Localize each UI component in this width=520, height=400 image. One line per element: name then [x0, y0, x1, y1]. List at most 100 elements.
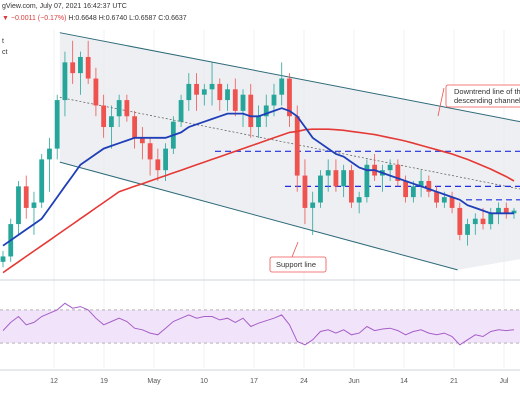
- candle-up: [47, 148, 52, 160]
- header-ohlc: H:0.6648 H:0.6740 L:0.6587 C:0.6637: [68, 15, 187, 22]
- candle-down: [217, 83, 223, 101]
- x-tick-label: 19: [100, 378, 108, 385]
- candle-up: [364, 164, 370, 198]
- x-tick-label: 21: [450, 378, 458, 385]
- candle-up: [240, 94, 246, 111]
- support-annotation-label: Support line: [276, 260, 316, 269]
- rsi-layer: [0, 302, 520, 346]
- downtrend-annotation-pointer: [437, 87, 445, 117]
- candle-down: [139, 137, 145, 144]
- candle-down: [302, 175, 308, 208]
- candle-down: [132, 116, 138, 138]
- candle-up: [271, 94, 277, 106]
- downtrend-annotation-line1: Downtrend line of the: [454, 87, 520, 96]
- candle-up: [387, 164, 393, 171]
- candle-up: [356, 197, 362, 203]
- sma20-line: [2, 107, 514, 247]
- candle-up: [39, 159, 45, 203]
- candle-up: [256, 116, 261, 128]
- candles-layer[interactable]: [0, 40, 517, 268]
- candle-up: [496, 207, 501, 214]
- x-tick-label: 24: [300, 378, 308, 385]
- candle-down: [101, 105, 107, 128]
- candle-up: [62, 62, 68, 101]
- x-tick-label: 14: [400, 378, 408, 385]
- header-fragment-a: t: [2, 38, 4, 45]
- candle-down: [349, 170, 354, 203]
- candle-down: [23, 186, 29, 208]
- candle-up: [186, 83, 192, 101]
- candle-up: [225, 89, 230, 101]
- candle-up: [54, 100, 60, 149]
- downtrend-annotation-line2: descending channel: [454, 96, 520, 105]
- rsi-band: [0, 309, 520, 344]
- candle-down: [403, 180, 409, 198]
- candle-up: [31, 202, 37, 208]
- candle-down: [287, 78, 292, 117]
- support-annotation: Support line: [269, 241, 327, 273]
- candle-down: [503, 207, 509, 214]
- candle-down: [426, 180, 432, 192]
- candle-down: [294, 116, 300, 176]
- candle-down: [70, 62, 76, 74]
- candle-up: [209, 83, 215, 90]
- x-axis: 12 19 May 10 17 24 Jun 14 21 Jul: [50, 378, 509, 385]
- candle-down: [457, 207, 463, 235]
- candle-up: [16, 186, 21, 225]
- candle-down: [248, 94, 254, 128]
- candle-up: [163, 148, 168, 171]
- candle-up: [511, 210, 517, 214]
- candle-down: [333, 170, 339, 187]
- level-layer: [215, 150, 520, 201]
- support-annotation-box: [269, 256, 327, 273]
- x-tick-label: May: [147, 378, 161, 385]
- candle-down: [434, 191, 439, 203]
- candle-up: [78, 56, 83, 74]
- support-annotation-pointer: [291, 241, 299, 258]
- candle-up: [116, 100, 122, 117]
- x-tick-label: 10: [200, 378, 208, 385]
- candle-down: [449, 197, 455, 208]
- candle-down: [93, 78, 99, 106]
- x-tick-label: Jun: [348, 378, 359, 385]
- x-tick-label: 12: [50, 378, 58, 385]
- candle-up: [418, 180, 424, 187]
- x-tick-label: Jul: [500, 378, 509, 385]
- candle-down: [194, 83, 199, 95]
- rsi-line: [2, 302, 515, 346]
- channel-upper-line: [59, 32, 520, 123]
- downtrend-annotation-box: [445, 84, 520, 108]
- header-change: ▼ −0.0011 (−0.17%): [2, 15, 67, 22]
- candle-up: [441, 197, 447, 203]
- header-fragment-b: ct: [2, 49, 8, 56]
- candle-up: [279, 78, 285, 95]
- candle-down: [147, 143, 153, 160]
- candle-down: [395, 164, 401, 181]
- downtrend-annotation: Downtrend line of the descending channel: [437, 84, 520, 117]
- candle-down: [85, 56, 91, 79]
- candle-up: [465, 224, 470, 235]
- sma50-line: [2, 128, 515, 274]
- candle-up: [472, 218, 478, 225]
- candle-up: [263, 105, 269, 117]
- candle-down: [155, 159, 161, 171]
- candle-up: [488, 213, 494, 225]
- candle-up: [0, 256, 6, 262]
- header-line1: gView.com, July 07, 2021 16:42:37 UTC: [2, 3, 127, 10]
- candle-up: [325, 170, 331, 176]
- candle-up: [201, 89, 207, 95]
- candle-up: [310, 202, 316, 208]
- candle-down: [232, 89, 238, 111]
- header-line2: ▼ −0.0011 (−0.17%) H:0.6648 H:0.6740 L:0…: [2, 15, 187, 22]
- candle-up: [410, 186, 416, 198]
- candle-down: [124, 100, 130, 117]
- channel-lower-line: [59, 161, 458, 271]
- x-tick-label: 17: [250, 378, 258, 385]
- ma-layer: [2, 107, 515, 274]
- candle-up: [341, 170, 347, 187]
- candle-up: [318, 175, 323, 203]
- candle-down: [480, 218, 486, 225]
- candle-up: [108, 116, 114, 128]
- candle-up: [178, 100, 184, 122]
